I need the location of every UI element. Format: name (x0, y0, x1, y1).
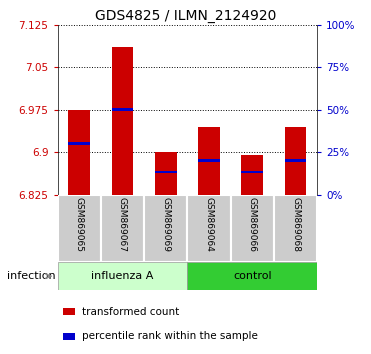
Bar (58, 262, 187, 290)
Bar (242, 171, 263, 173)
Text: GSM869065: GSM869065 (75, 197, 83, 252)
Bar (101, 195, 144, 262)
Text: GSM869064: GSM869064 (204, 197, 213, 252)
Bar (63, 333, 75, 340)
Bar (63, 308, 75, 315)
Bar (68, 110, 90, 195)
Text: control: control (233, 271, 272, 281)
Bar (112, 108, 133, 111)
Bar (187, 262, 317, 290)
Bar (285, 159, 306, 162)
Bar (112, 47, 133, 195)
Text: infection: infection (7, 271, 56, 281)
Bar (187, 195, 231, 262)
Bar (155, 171, 177, 173)
Bar (68, 142, 90, 145)
Bar (274, 195, 317, 262)
Bar (144, 195, 187, 262)
Bar (58, 195, 101, 262)
Bar (198, 159, 220, 162)
Text: GSM869068: GSM869068 (291, 197, 300, 252)
Text: transformed count: transformed count (82, 307, 179, 316)
Bar (285, 127, 306, 195)
Bar (198, 127, 220, 195)
Text: GSM869066: GSM869066 (248, 197, 257, 252)
Text: influenza A: influenza A (91, 271, 154, 281)
Text: percentile rank within the sample: percentile rank within the sample (82, 331, 257, 341)
Text: GSM869067: GSM869067 (118, 197, 127, 252)
Text: GSM869069: GSM869069 (161, 197, 170, 252)
Bar (231, 195, 274, 262)
Bar (242, 155, 263, 195)
Text: GDS4825 / ILMN_2124920: GDS4825 / ILMN_2124920 (95, 9, 276, 23)
Bar (155, 152, 177, 195)
